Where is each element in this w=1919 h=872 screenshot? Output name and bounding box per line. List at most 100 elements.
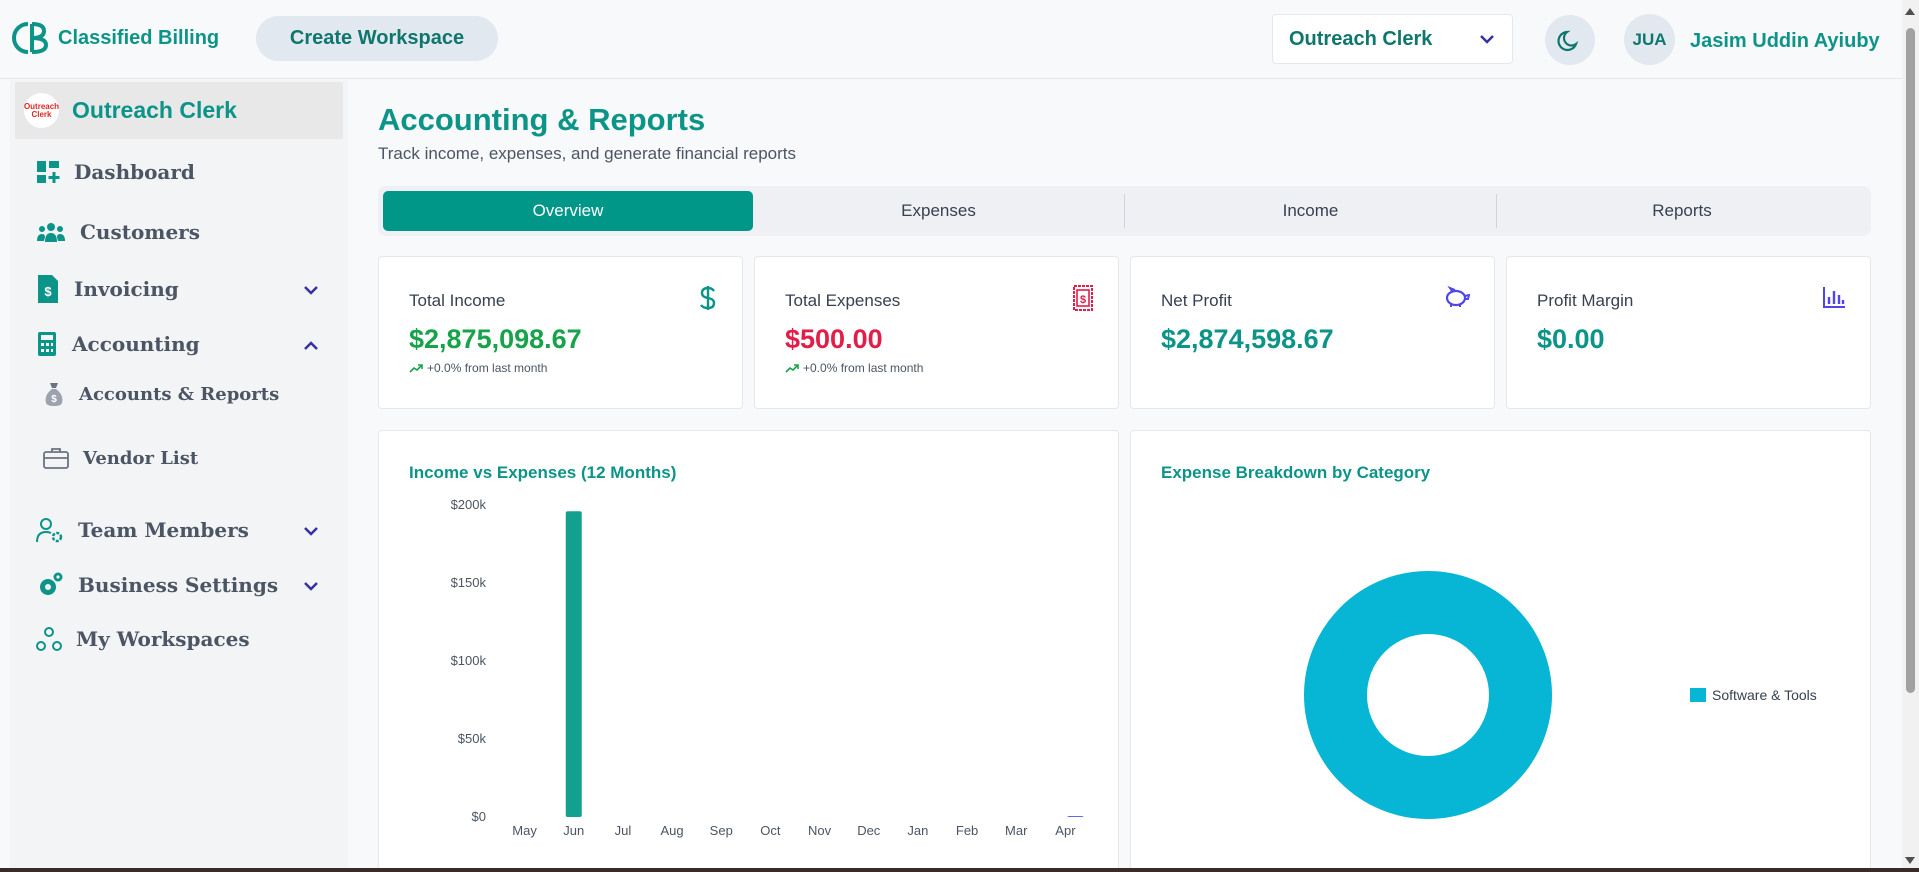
tab-expenses[interactable]: Expenses [901, 201, 976, 220]
sidebar-item-label: Accounting [72, 332, 200, 356]
expense-breakdown-chart [1304, 571, 1552, 819]
x-tick-label: Dec [857, 823, 881, 838]
sidebar-item-dashboard[interactable]: Dashboard [36, 160, 195, 184]
trending-up-icon [785, 364, 799, 373]
scroll-down-arrow[interactable] [1905, 857, 1915, 864]
brand[interactable]: Classified Billing [12, 20, 219, 56]
x-tick-label: Oct [760, 823, 781, 838]
card-trend-text: +0.0% from last month [803, 361, 924, 375]
card-trend: +0.0% from last month [409, 361, 547, 375]
summary-card-total-expenses: Total Expenses $ $500.00 +0.0% from last… [754, 256, 1119, 409]
y-tick-label: $50k [458, 731, 487, 746]
sidebar [10, 80, 348, 872]
dollar-icon [700, 286, 716, 310]
summary-card-net-profit: Net Profit $2,874,598.67 [1130, 256, 1495, 409]
sidebar-item-invoicing[interactable]: $ Invoicing [36, 274, 179, 304]
sidebar-item-label: My Workspaces [76, 627, 250, 651]
x-tick-label: May [512, 823, 537, 838]
trending-up-icon [409, 364, 423, 373]
donut-slice [1304, 571, 1552, 819]
chart-legend[interactable]: Software & Tools [1690, 687, 1817, 703]
chart-title: Expense Breakdown by Category [1161, 463, 1431, 482]
x-tick-label: Jan [907, 823, 928, 838]
card-trend: +0.0% from last month [785, 361, 923, 375]
x-tick-label: Mar [1005, 823, 1028, 838]
sidebar-subitem-label: Accounts & Reports [79, 383, 280, 405]
svg-text:$: $ [44, 284, 52, 299]
sidebar-subitem-accounts-reports[interactable]: $ Accounts & Reports [43, 381, 279, 407]
svg-text:$: $ [51, 394, 57, 405]
avatar[interactable]: JUA [1624, 14, 1675, 65]
users-icon [37, 223, 65, 242]
sidebar-item-label: Team Members [78, 518, 249, 542]
scroll-up-arrow[interactable] [1905, 8, 1915, 15]
x-tick-label: Feb [956, 823, 978, 838]
user-name[interactable]: Jasim Uddin Ayiuby [1690, 30, 1880, 52]
sidebar-item-my-workspaces[interactable]: My Workspaces [36, 626, 250, 652]
theme-toggle-button[interactable] [1545, 15, 1595, 65]
card-label: Total Expenses [785, 291, 901, 310]
piggy-bank-icon [1445, 285, 1470, 307]
tab-divider [1124, 194, 1125, 228]
create-workspace-button[interactable]: Create Workspace [256, 16, 498, 61]
tab-income[interactable]: Income [1282, 201, 1339, 220]
receipt-icon: $ [1073, 285, 1093, 311]
svg-text:$: $ [1080, 294, 1086, 306]
user-gear-icon [36, 518, 63, 543]
sidebar-item-label: Dashboard [74, 160, 195, 184]
card-trend-text: +0.0% from last month [427, 361, 548, 375]
sidebar-item-customers[interactable]: Customers [36, 220, 200, 244]
tab-overview[interactable]: Overview [383, 191, 753, 231]
chevron-down-icon [1480, 35, 1494, 44]
income-vs-expenses-panel: Income vs Expenses (12 Months) [378, 430, 1119, 872]
card-label: Profit Margin [1537, 291, 1634, 310]
workspace-select[interactable]: Outreach Clerk [1272, 14, 1513, 64]
page-subtitle: Track income, expenses, and generate fin… [378, 144, 796, 163]
workspace-logo: Outreach Clerk [23, 92, 60, 129]
chevron-down-icon[interactable] [302, 525, 320, 537]
sidebar-subitem-vendor-list[interactable]: Vendor List [43, 446, 198, 470]
page-title: Accounting & Reports [378, 102, 706, 137]
sidebar-item-team-members[interactable]: Team Members [36, 516, 249, 544]
sidebar-item-business-settings[interactable]: Business Settings [36, 571, 278, 599]
income-expenses-chart: $0 $50k $100k $150k $200k May Jun Jul Aug Sep Oct N… [451, 497, 1084, 838]
sidebar-item-accounting[interactable]: Accounting [36, 331, 200, 357]
x-tick-label: Jun [563, 823, 584, 838]
y-tick-label: $100k [451, 653, 487, 668]
workspace-select-value: Outreach Clerk [1289, 27, 1433, 50]
card-value: $2,875,098.67 [409, 324, 582, 354]
card-value: $0.00 [1537, 324, 1605, 354]
briefcase-icon [43, 448, 69, 469]
bar [565, 511, 582, 817]
chevron-down-icon[interactable] [302, 284, 320, 296]
sidebar-item-label: Invoicing [74, 277, 179, 301]
card-label: Net Profit [1161, 291, 1232, 310]
page-scrollbar[interactable] [1902, 0, 1919, 872]
gears-icon [40, 572, 63, 595]
sidebar-workspace-name: Outreach Clerk [72, 97, 237, 123]
dashboard-icon [37, 161, 60, 183]
invoice-icon: $ [38, 275, 58, 303]
tab-bar: Overview Expenses Income Reports [378, 186, 1871, 236]
bar [1067, 816, 1084, 817]
summary-card-total-income: Total Income $2,875,098.67 +0.0% from la… [378, 256, 743, 409]
tab-reports[interactable]: Reports [1652, 201, 1712, 220]
calculator-icon [38, 332, 56, 356]
sidebar-subitem-label: Vendor List [83, 447, 199, 469]
sidebar-item-label: Customers [80, 220, 200, 244]
money-bag-icon: $ [45, 383, 63, 406]
x-tick-label: Apr [1055, 823, 1076, 838]
chevron-down-icon[interactable] [302, 580, 320, 592]
card-value: $2,874,598.67 [1161, 324, 1334, 354]
bottom-strip [0, 868, 1919, 872]
legend-swatch [1690, 688, 1706, 702]
chevron-up-icon[interactable] [302, 340, 320, 352]
card-value: $500.00 [785, 324, 883, 354]
y-tick-label: $200k [451, 497, 487, 512]
chart-title: Income vs Expenses (12 Months) [409, 463, 677, 482]
scroll-thumb[interactable] [1906, 28, 1915, 693]
sidebar-workspace-header[interactable]: Outreach Clerk Outreach Clerk [15, 82, 343, 139]
x-tick-label: Sep [710, 823, 733, 838]
moon-icon [1557, 30, 1579, 52]
x-tick-label: Jul [615, 823, 632, 838]
